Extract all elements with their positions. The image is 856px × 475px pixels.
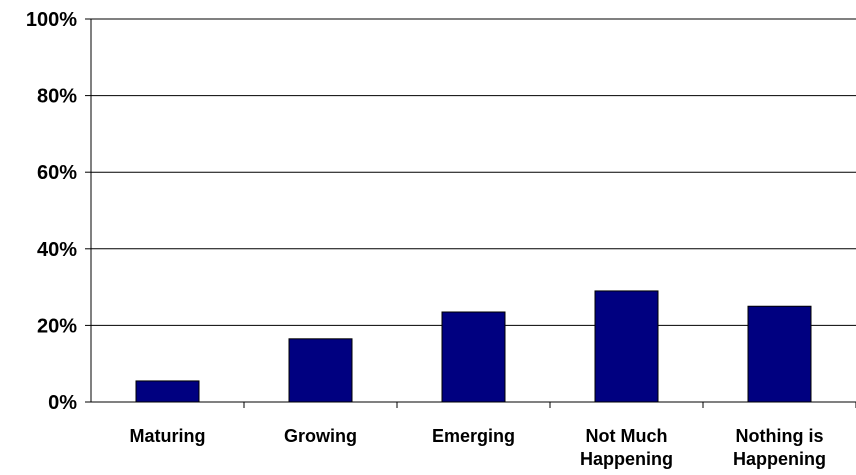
x-category-label: Growing [284, 426, 357, 446]
y-tick-labels: 0% 20% 40% 60% 80% 100% [26, 9, 77, 414]
y-tick-label: 0% [48, 392, 77, 414]
y-tick-label: 80% [37, 86, 77, 108]
x-category-labels: Maturing Growing Emerging Not Much Happening… [130, 426, 827, 469]
x-category-label: Nothing is Happening [733, 426, 826, 469]
bar [441, 311, 506, 403]
bars [135, 290, 812, 403]
bar [594, 290, 659, 403]
x-category-label-line: Happening [580, 449, 673, 469]
x-category-label-line: Not Much [586, 426, 668, 446]
axes [85, 18, 856, 408]
x-category-label: Maturing [130, 426, 206, 446]
x-category-label: Emerging [432, 426, 515, 446]
x-category-label-line: Emerging [432, 426, 515, 446]
y-tick-label: 20% [37, 315, 77, 337]
x-category-label-line: Happening [733, 449, 826, 469]
y-tick-label: 40% [37, 239, 77, 261]
y-tick-label: 100% [26, 9, 77, 31]
x-category-label: Not Much Happening [580, 426, 673, 469]
bar [288, 338, 353, 403]
bar [747, 305, 812, 403]
x-category-label-line: Nothing is [736, 426, 824, 446]
x-category-label-line: Maturing [130, 426, 206, 446]
x-category-label-line: Growing [284, 426, 357, 446]
gridlines [91, 18, 856, 326]
bar [135, 380, 200, 403]
y-tick-label: 60% [37, 162, 77, 184]
